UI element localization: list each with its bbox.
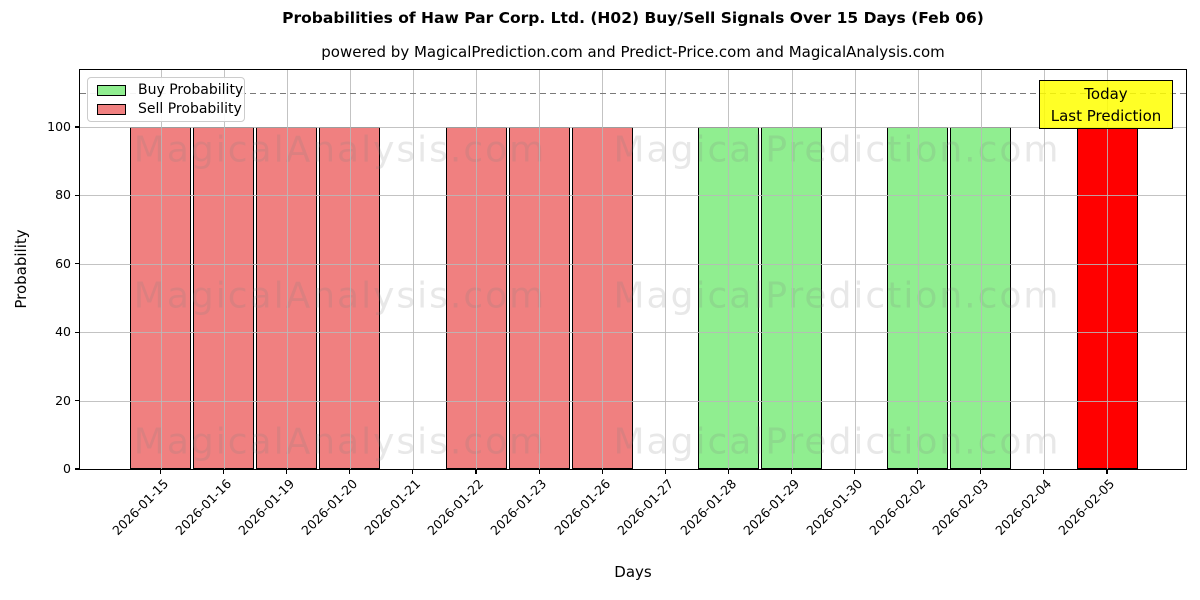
gridline-vertical: [223, 70, 225, 469]
x-tick-mark: [854, 469, 856, 474]
gridline-vertical: [1107, 70, 1108, 469]
x-tick-mark: [159, 469, 162, 474]
today-annotation: Today Last Prediction: [1039, 80, 1173, 129]
gridline-horizontal: [80, 263, 1186, 265]
y-axis-label: Probability: [12, 229, 30, 309]
x-axis-label: Days: [614, 563, 652, 581]
x-tick-label-text: 2026-01-27: [613, 476, 676, 538]
x-tick-label-text: 2026-01-16: [172, 476, 235, 538]
x-tick-label-text: 2026-02-05: [1055, 476, 1118, 538]
x-tick-mark: [917, 469, 919, 474]
chart-title: Probabilities of Haw Par Corp. Ltd. (H02…: [282, 9, 984, 27]
x-tick-mark: [412, 469, 414, 474]
gridline-vertical: [349, 70, 351, 469]
y-tick-mark: [75, 263, 80, 265]
gridline-vertical: [1043, 70, 1045, 469]
x-tick-mark: [790, 469, 793, 474]
legend-label-sell: Sell Probability: [138, 101, 242, 117]
gridline-vertical: [476, 70, 477, 469]
y-tick-label-100: 100: [47, 119, 71, 135]
x-tick-mark: [980, 469, 982, 474]
gridline-vertical: [728, 70, 730, 469]
y-tick-label-60: 60: [55, 255, 71, 271]
chart-subtitle: powered by MagicalPrediction.com and Pre…: [321, 43, 945, 61]
gridline-vertical: [791, 70, 793, 469]
today-annotation-line1: Today: [1084, 84, 1128, 103]
x-tick-label-text: 2026-01-23: [487, 476, 550, 538]
legend-item-buy: Buy Probability: [88, 83, 244, 97]
watermark-text: MagicalAnalysis.com: [133, 421, 547, 463]
gridline-vertical: [602, 70, 604, 469]
gridline-vertical: [917, 70, 919, 469]
x-tick-mark: [223, 469, 225, 474]
x-tick-label-text: 2026-01-22: [424, 476, 487, 538]
watermark-text: MagicalPrediction.com: [613, 275, 1061, 317]
x-tick-label-text: 2026-02-04: [992, 476, 1055, 538]
y-tick-mark: [75, 194, 80, 197]
x-tick-mark: [286, 469, 288, 474]
x-tick-mark: [664, 469, 666, 474]
watermark-text: MagicalPrediction.com: [613, 421, 1061, 463]
y-tick-label-40: 40: [55, 324, 71, 340]
x-tick-mark: [1043, 469, 1045, 474]
x-tick-label-text: 2026-01-30: [803, 476, 866, 538]
x-tick-label-text: 2026-01-29: [740, 476, 803, 538]
today-annotation-line2: Last Prediction: [1050, 106, 1162, 125]
x-tick-label-text: 2026-01-15: [109, 476, 172, 538]
gridline-horizontal: [80, 400, 1186, 402]
x-tick-mark: [475, 469, 477, 474]
legend-swatch-sell: [97, 103, 126, 115]
gridline-horizontal: [80, 332, 1186, 334]
gridline-vertical: [665, 70, 667, 469]
x-tick-mark: [538, 469, 540, 474]
gridline-horizontal: [80, 195, 1186, 197]
gridline-vertical: [286, 70, 288, 469]
gridline-horizontal: [80, 127, 1186, 129]
x-tick-mark: [727, 469, 729, 474]
legend-item-sell: Sell Probability: [88, 102, 244, 116]
gridline-vertical: [160, 70, 162, 469]
legend-label-buy: Buy Probability: [138, 82, 244, 98]
legend: Buy Probability Sell Probability: [87, 77, 245, 122]
y-tick-label-0: 0: [63, 461, 71, 476]
x-tick-label-text: 2026-02-02: [866, 476, 929, 538]
y-tick-mark: [75, 400, 80, 402]
plot-border: [78, 68, 1187, 470]
watermark-text: MagicalAnalysis.com: [133, 129, 547, 171]
legend-swatch-buy: [97, 84, 126, 96]
x-tick-label-text: 2026-01-19: [235, 476, 298, 538]
gridline-vertical: [412, 70, 414, 469]
x-tick-label-text: 2026-01-20: [298, 476, 361, 538]
gridline-vertical: [854, 70, 856, 469]
gridline-vertical: [539, 70, 541, 469]
x-tick-label-text: 2026-01-28: [677, 476, 739, 538]
watermark-text: MagicalAnalysis.com: [133, 275, 547, 317]
x-tick-label-text: 2026-01-26: [550, 476, 613, 538]
x-tick-mark: [1106, 469, 1108, 474]
x-tick-label-text: 2026-02-03: [929, 476, 992, 538]
x-tick-mark: [601, 469, 603, 474]
y-tick-mark: [75, 126, 80, 128]
gridline-vertical: [980, 70, 982, 469]
threshold-dashed-line: [80, 92, 1186, 95]
y-tick-label-20: 20: [55, 392, 71, 408]
x-tick-label-text: 2026-01-21: [361, 476, 424, 538]
x-tick-mark: [349, 469, 351, 474]
y-tick-mark: [75, 331, 80, 333]
y-tick-mark: [75, 468, 80, 470]
watermark-text: MagicalPrediction.com: [613, 129, 1061, 171]
y-tick-label-80: 80: [55, 187, 71, 203]
